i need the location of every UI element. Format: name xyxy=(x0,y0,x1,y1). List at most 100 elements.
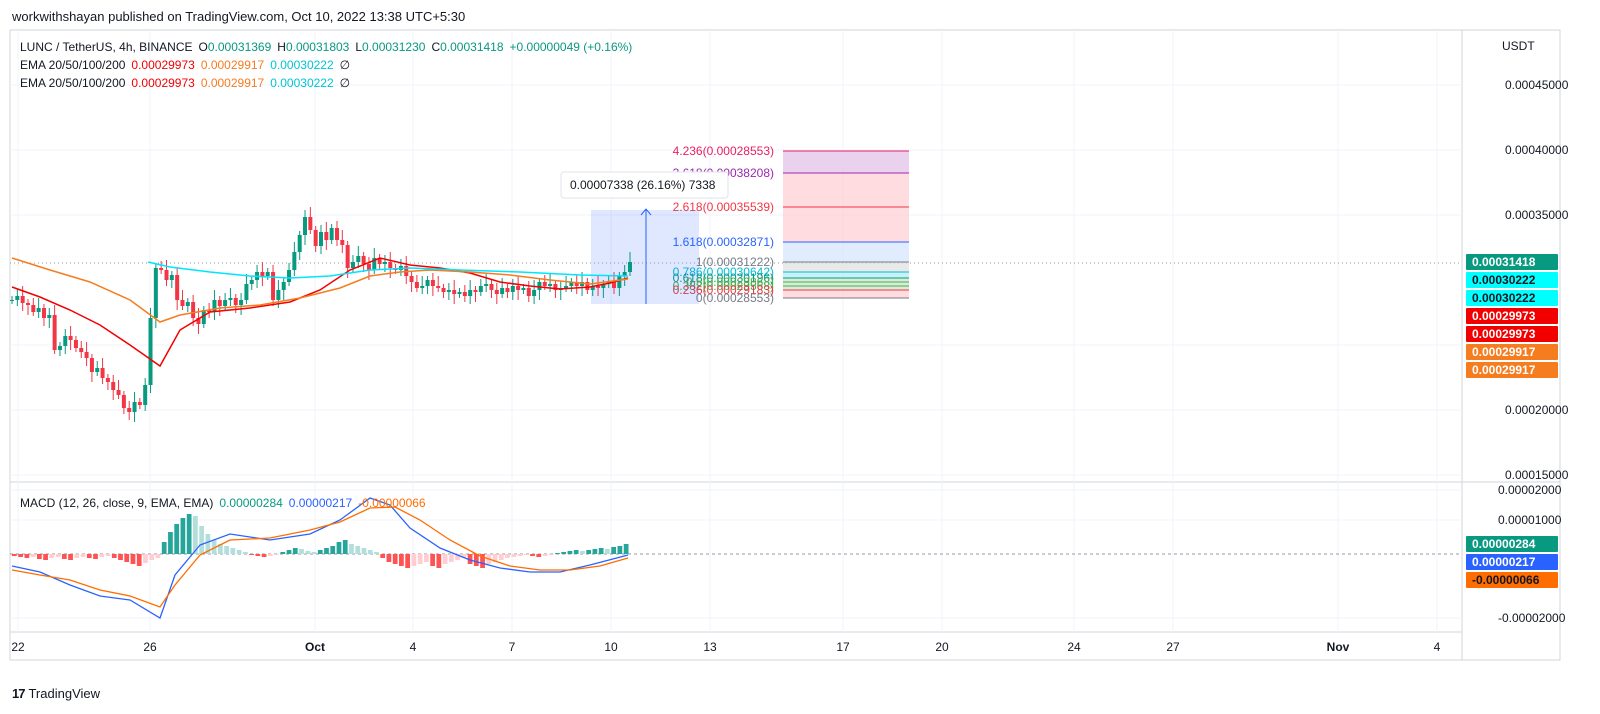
ema50-line xyxy=(11,257,629,323)
macd-bar xyxy=(311,552,317,554)
price-label-text: 0.00029973 xyxy=(1472,309,1536,323)
macd-bar xyxy=(12,554,17,556)
macd-bar xyxy=(24,554,30,558)
candle xyxy=(175,268,180,310)
price-label-text: 0.00029973 xyxy=(1472,327,1536,341)
ema-name[interactable]: EMA 20/50/100/200 xyxy=(20,58,126,72)
macd-bar xyxy=(555,553,560,554)
macd-bar xyxy=(349,544,354,554)
macd-bar xyxy=(105,554,111,556)
macd-bar xyxy=(517,554,523,556)
macd-bar xyxy=(255,554,261,556)
macd-bar xyxy=(480,554,485,568)
candle xyxy=(303,210,308,245)
macd-bar xyxy=(74,554,80,558)
macd-name[interactable]: MACD (12, 26, close, 9, EMA, EMA) xyxy=(20,496,214,510)
time-tick-label: Nov xyxy=(1327,640,1350,654)
candle xyxy=(89,354,94,382)
candle xyxy=(628,252,632,276)
candle xyxy=(494,283,499,304)
price-scale-label: 0.00029917 xyxy=(1466,344,1558,360)
macd-bar xyxy=(330,546,336,554)
fib-level-label: 4.236(0.00028553) xyxy=(673,144,774,158)
macd-legend[interactable]: MACD (12, 26, close, 9, EMA, EMA) 0.00000… xyxy=(20,496,426,510)
candle xyxy=(169,271,174,288)
macd-bar xyxy=(55,554,61,557)
macd-scale-label: 0.00000217 xyxy=(1466,554,1558,570)
price-scale-label: 0.00030222 xyxy=(1466,272,1558,288)
macd-tick-label: 0.00002000 xyxy=(1498,483,1562,497)
fib-extension-tool[interactable]: 4.236(0.00028553)3.618(0.00038208)2.618(… xyxy=(673,144,909,305)
macd-bar xyxy=(111,554,117,558)
macd-scale-label: 0.00000284 xyxy=(1466,536,1558,552)
price-scale-label: 0.00029973 xyxy=(1466,326,1558,342)
macd-bar xyxy=(455,554,460,560)
time-tick-label: 27 xyxy=(1166,640,1180,654)
candle xyxy=(558,281,563,300)
candle xyxy=(319,225,323,254)
candle xyxy=(569,278,574,292)
symbol-legend[interactable]: LUNC / TetherUS, 4h, BINANCE O0.00031369 H… xyxy=(20,40,633,54)
candle xyxy=(164,260,169,286)
price-label-text: 0.00030222 xyxy=(1472,273,1536,287)
fib-zone xyxy=(783,242,909,262)
time-tick-label: 7 xyxy=(509,640,516,654)
fib-zone xyxy=(783,262,909,272)
candle xyxy=(271,265,276,306)
candle xyxy=(313,226,318,252)
candle xyxy=(244,274,249,304)
candle xyxy=(324,222,329,250)
tradingview-brand[interactable]: 17 TradingView xyxy=(12,686,100,701)
candle xyxy=(143,378,148,411)
fib-zone xyxy=(783,278,909,282)
candle xyxy=(73,336,78,352)
candle xyxy=(100,358,105,384)
candle xyxy=(452,280,457,304)
candle xyxy=(25,299,30,315)
candle xyxy=(329,224,334,244)
symbol-name[interactable]: LUNC / TetherUS, 4h, BINANCE xyxy=(20,40,193,54)
candle xyxy=(361,252,366,272)
macd-bar xyxy=(224,546,229,554)
time-tick-label: 20 xyxy=(935,640,949,654)
macd-bar xyxy=(261,554,267,557)
ema-legend-2[interactable]: EMA 20/50/100/200 0.00029973 0.00029917 0.0… xyxy=(20,76,351,90)
macd-bar xyxy=(580,551,585,554)
fib-level-label: 0.382(0.00029568) xyxy=(673,279,774,293)
price-axis[interactable]: 0.00045000 0.00040000 0.00035000 0.00020000… xyxy=(1466,78,1569,625)
price-tick-label: 0.00040000 xyxy=(1505,143,1569,157)
macd-bar xyxy=(542,554,548,556)
macd-bar xyxy=(380,554,386,558)
open-value: 0.00031369 xyxy=(207,40,272,54)
macd-bar xyxy=(473,554,479,566)
macd-bar xyxy=(317,550,323,554)
price-range-measure[interactable]: 0.00007338 (26.16%) 7338 xyxy=(560,171,729,304)
macd-bar xyxy=(511,554,517,557)
macd-scale-label: -0.00000066 xyxy=(1466,572,1558,588)
candle xyxy=(57,342,62,356)
macd-bar xyxy=(280,552,286,554)
macd-bar xyxy=(374,552,379,554)
macd-bar xyxy=(68,554,73,560)
candle xyxy=(308,207,313,234)
macd-bar xyxy=(230,548,236,554)
fib-level-label: 0(0.00028553) xyxy=(696,291,774,305)
ema-name[interactable]: EMA 20/50/100/200 xyxy=(20,76,126,90)
macd-bar xyxy=(143,554,148,563)
macd-bar xyxy=(592,549,598,554)
time-axis[interactable]: 22 26 Oct 4 7 10 13 17 20 24 27 Nov 4 xyxy=(11,640,1440,654)
macd-tick-label: 0.00001000 xyxy=(1498,513,1562,527)
brand-name: TradingView xyxy=(28,686,101,701)
candle xyxy=(287,263,292,286)
candle xyxy=(446,283,451,300)
macd-bar xyxy=(598,548,604,554)
macd-bar xyxy=(336,542,342,554)
macd-bar xyxy=(324,548,329,554)
price-label-bg xyxy=(1466,254,1558,270)
candle xyxy=(334,221,339,246)
price-label-bg xyxy=(1466,290,1558,306)
ema-legend-1[interactable]: EMA 20/50/100/200 0.00029973 0.00029917 0.0… xyxy=(20,58,351,72)
candle xyxy=(537,278,542,300)
time-tick-label: 24 xyxy=(1067,640,1081,654)
